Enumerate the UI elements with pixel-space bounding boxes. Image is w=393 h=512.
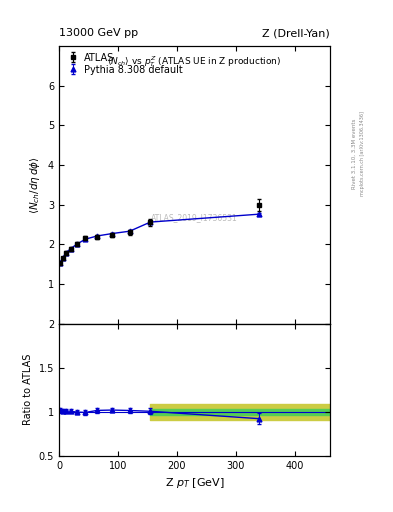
Text: 13000 GeV pp: 13000 GeV pp bbox=[59, 28, 138, 38]
Text: ATLAS_2019_I1736531: ATLAS_2019_I1736531 bbox=[151, 214, 238, 223]
Y-axis label: Ratio to ATLAS: Ratio to ATLAS bbox=[23, 354, 33, 425]
Text: Rivet 3.1.10, 3.3M events: Rivet 3.1.10, 3.3M events bbox=[352, 118, 357, 189]
Y-axis label: $\langle N_{ch}/d\eta\, d\phi\rangle$: $\langle N_{ch}/d\eta\, d\phi\rangle$ bbox=[28, 156, 42, 214]
Text: Z (Drell-Yan): Z (Drell-Yan) bbox=[263, 28, 330, 38]
Legend: ATLAS, Pythia 8.308 default: ATLAS, Pythia 8.308 default bbox=[64, 51, 185, 77]
Text: $\langle N_{ch}\rangle$ vs $p_T^Z$ (ATLAS UE in Z production): $\langle N_{ch}\rangle$ vs $p_T^Z$ (ATLA… bbox=[107, 54, 282, 69]
Text: mcplots.cern.ch [arXiv:1306.3436]: mcplots.cern.ch [arXiv:1306.3436] bbox=[360, 111, 365, 196]
X-axis label: Z $p_T$ [GeV]: Z $p_T$ [GeV] bbox=[165, 476, 224, 490]
